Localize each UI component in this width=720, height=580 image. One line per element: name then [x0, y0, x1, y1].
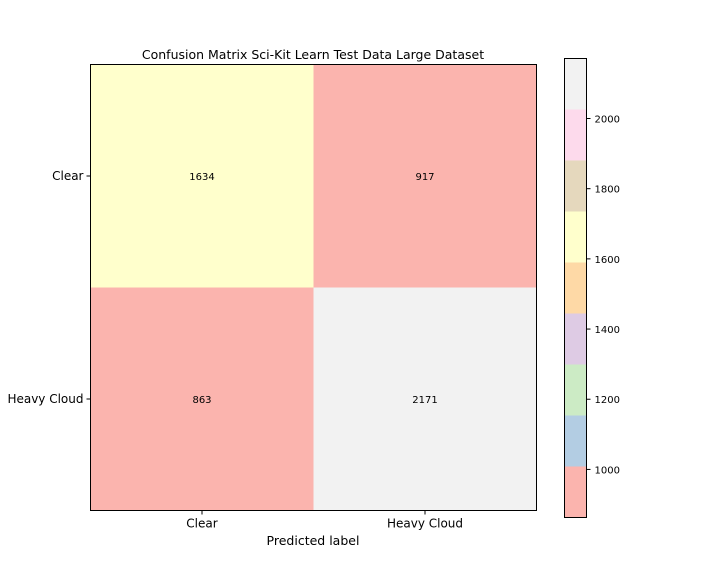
colorbar-band	[564, 313, 587, 365]
cell-value-labels: 1634 917 863 2171	[189, 172, 437, 406]
colorbar-frame	[564, 58, 587, 518]
heatmap-cell	[313, 287, 537, 511]
colorbar-band	[564, 262, 587, 314]
cell-value-label: 917	[415, 172, 434, 183]
colorbar-tick-label: 2000	[595, 115, 620, 126]
y-axis-ticks: Clear Heavy Cloud	[7, 169, 91, 406]
chart-title: Confusion Matrix Sci-Kit Learn Test Data…	[142, 47, 484, 62]
y-tick-label: Clear	[52, 169, 83, 183]
colorbar-band	[564, 415, 587, 467]
y-tick-label: Heavy Cloud	[7, 392, 83, 406]
x-axis-label: Predicted label	[267, 533, 360, 548]
colorbar-tick-label: 1200	[595, 395, 620, 406]
heatmap-cell	[313, 64, 537, 288]
cell-value-label: 2171	[412, 395, 437, 406]
colorbar-band	[564, 160, 587, 212]
x-tick-label: Clear	[186, 517, 217, 531]
cell-value-label: 1634	[189, 172, 214, 183]
heatmap-cell	[90, 287, 314, 511]
colorbar-tick-label: 1600	[595, 255, 620, 266]
cell-value-label: 863	[192, 395, 211, 406]
heatmap-cell	[90, 64, 314, 288]
heatmap-cells	[90, 64, 537, 511]
colorbar-tick-label: 1000	[595, 465, 620, 476]
colorbar-band	[564, 58, 587, 110]
x-axis-ticks: Clear Heavy Cloud	[186, 510, 463, 531]
colorbar: 1000 1200 1400 1600 1800 2000	[564, 58, 620, 518]
colorbar-band	[564, 466, 587, 518]
plot-frame	[90, 64, 537, 511]
colorbar-band	[564, 109, 587, 161]
colorbar-tick-label: 1800	[595, 185, 620, 196]
colorbar-band	[564, 211, 587, 263]
colorbar-tick-label: 1400	[595, 325, 620, 336]
x-tick-label: Heavy Cloud	[387, 517, 463, 531]
colorbar-band	[564, 364, 587, 416]
